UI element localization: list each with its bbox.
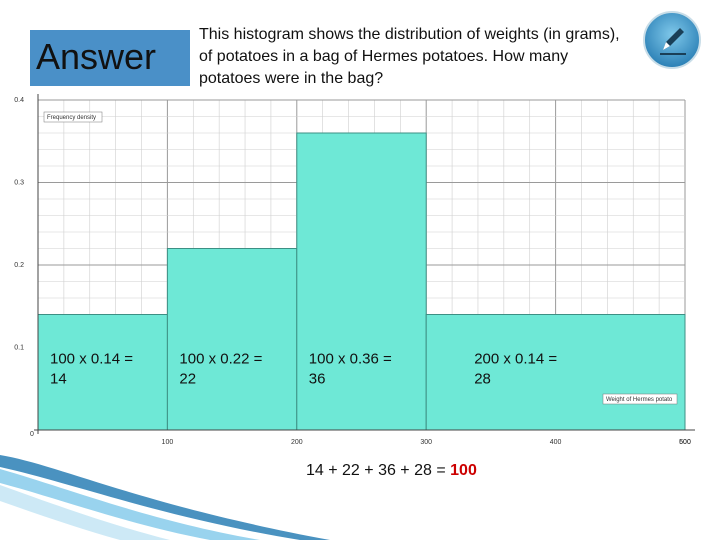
calc-label: 100 x 0.22 =	[179, 351, 262, 368]
calc-result: 28	[474, 371, 491, 388]
histogram-bar	[425, 314, 686, 431]
histogram-bar	[296, 132, 427, 431]
histogram-bar	[37, 314, 168, 431]
x-tick-label: 500	[679, 439, 691, 446]
calc-result: 14	[50, 371, 67, 388]
histogram-svg: 100 x 0.14 = 14 100 x 0.22 = 22 100 x 0.36 =…	[14, 94, 695, 446]
calc-result: 36	[309, 371, 326, 388]
x-tick-label: 600	[679, 439, 691, 446]
x-tick-label: 300	[420, 439, 432, 446]
sum-line: 14 + 22 + 36 + 28 = 100	[306, 462, 477, 480]
y-tick-label: 0.3	[14, 180, 24, 187]
y-tick-label: 0.1	[14, 345, 24, 352]
decorative-swoosh	[0, 455, 330, 540]
x-axis-label: Weight of Hermes potato	[606, 397, 673, 403]
x-tick-label: 100	[162, 439, 174, 446]
bars	[37, 132, 686, 431]
pen-icon[interactable]	[642, 10, 702, 70]
question-text: This histogram shows the distribution of…	[199, 26, 620, 87]
histogram-bar	[166, 248, 298, 431]
y-axis-label: Frequency density	[47, 115, 96, 121]
y-label-box	[43, 111, 103, 123]
calc-result: 22	[179, 371, 196, 388]
calc-labels: 100 x 0.14 = 14 100 x 0.22 = 22 100 x 0.36 =…	[50, 351, 557, 388]
x-tick-label: 200	[291, 439, 303, 446]
answer-box: Answer	[30, 30, 190, 86]
y-tick-label: 0.4	[14, 97, 24, 104]
calc-label: 100 x 0.36 =	[309, 351, 392, 368]
sum-expression: 14 + 22 + 36 + 28 =	[306, 462, 446, 479]
x-tick-label: 400	[550, 439, 562, 446]
answer-label: Answer	[36, 36, 157, 77]
sum-total: 100	[450, 462, 477, 479]
histogram: 100 x 0.14 = 14 100 x 0.22 = 22 100 x 0.36 =…	[0, 90, 720, 450]
calc-label: 200 x 0.14 =	[474, 351, 557, 368]
x-label-box	[602, 393, 678, 405]
calc-label: 100 x 0.14 =	[50, 351, 133, 368]
y-tick-label: 0.2	[14, 262, 24, 269]
origin-label: 0	[30, 431, 34, 438]
